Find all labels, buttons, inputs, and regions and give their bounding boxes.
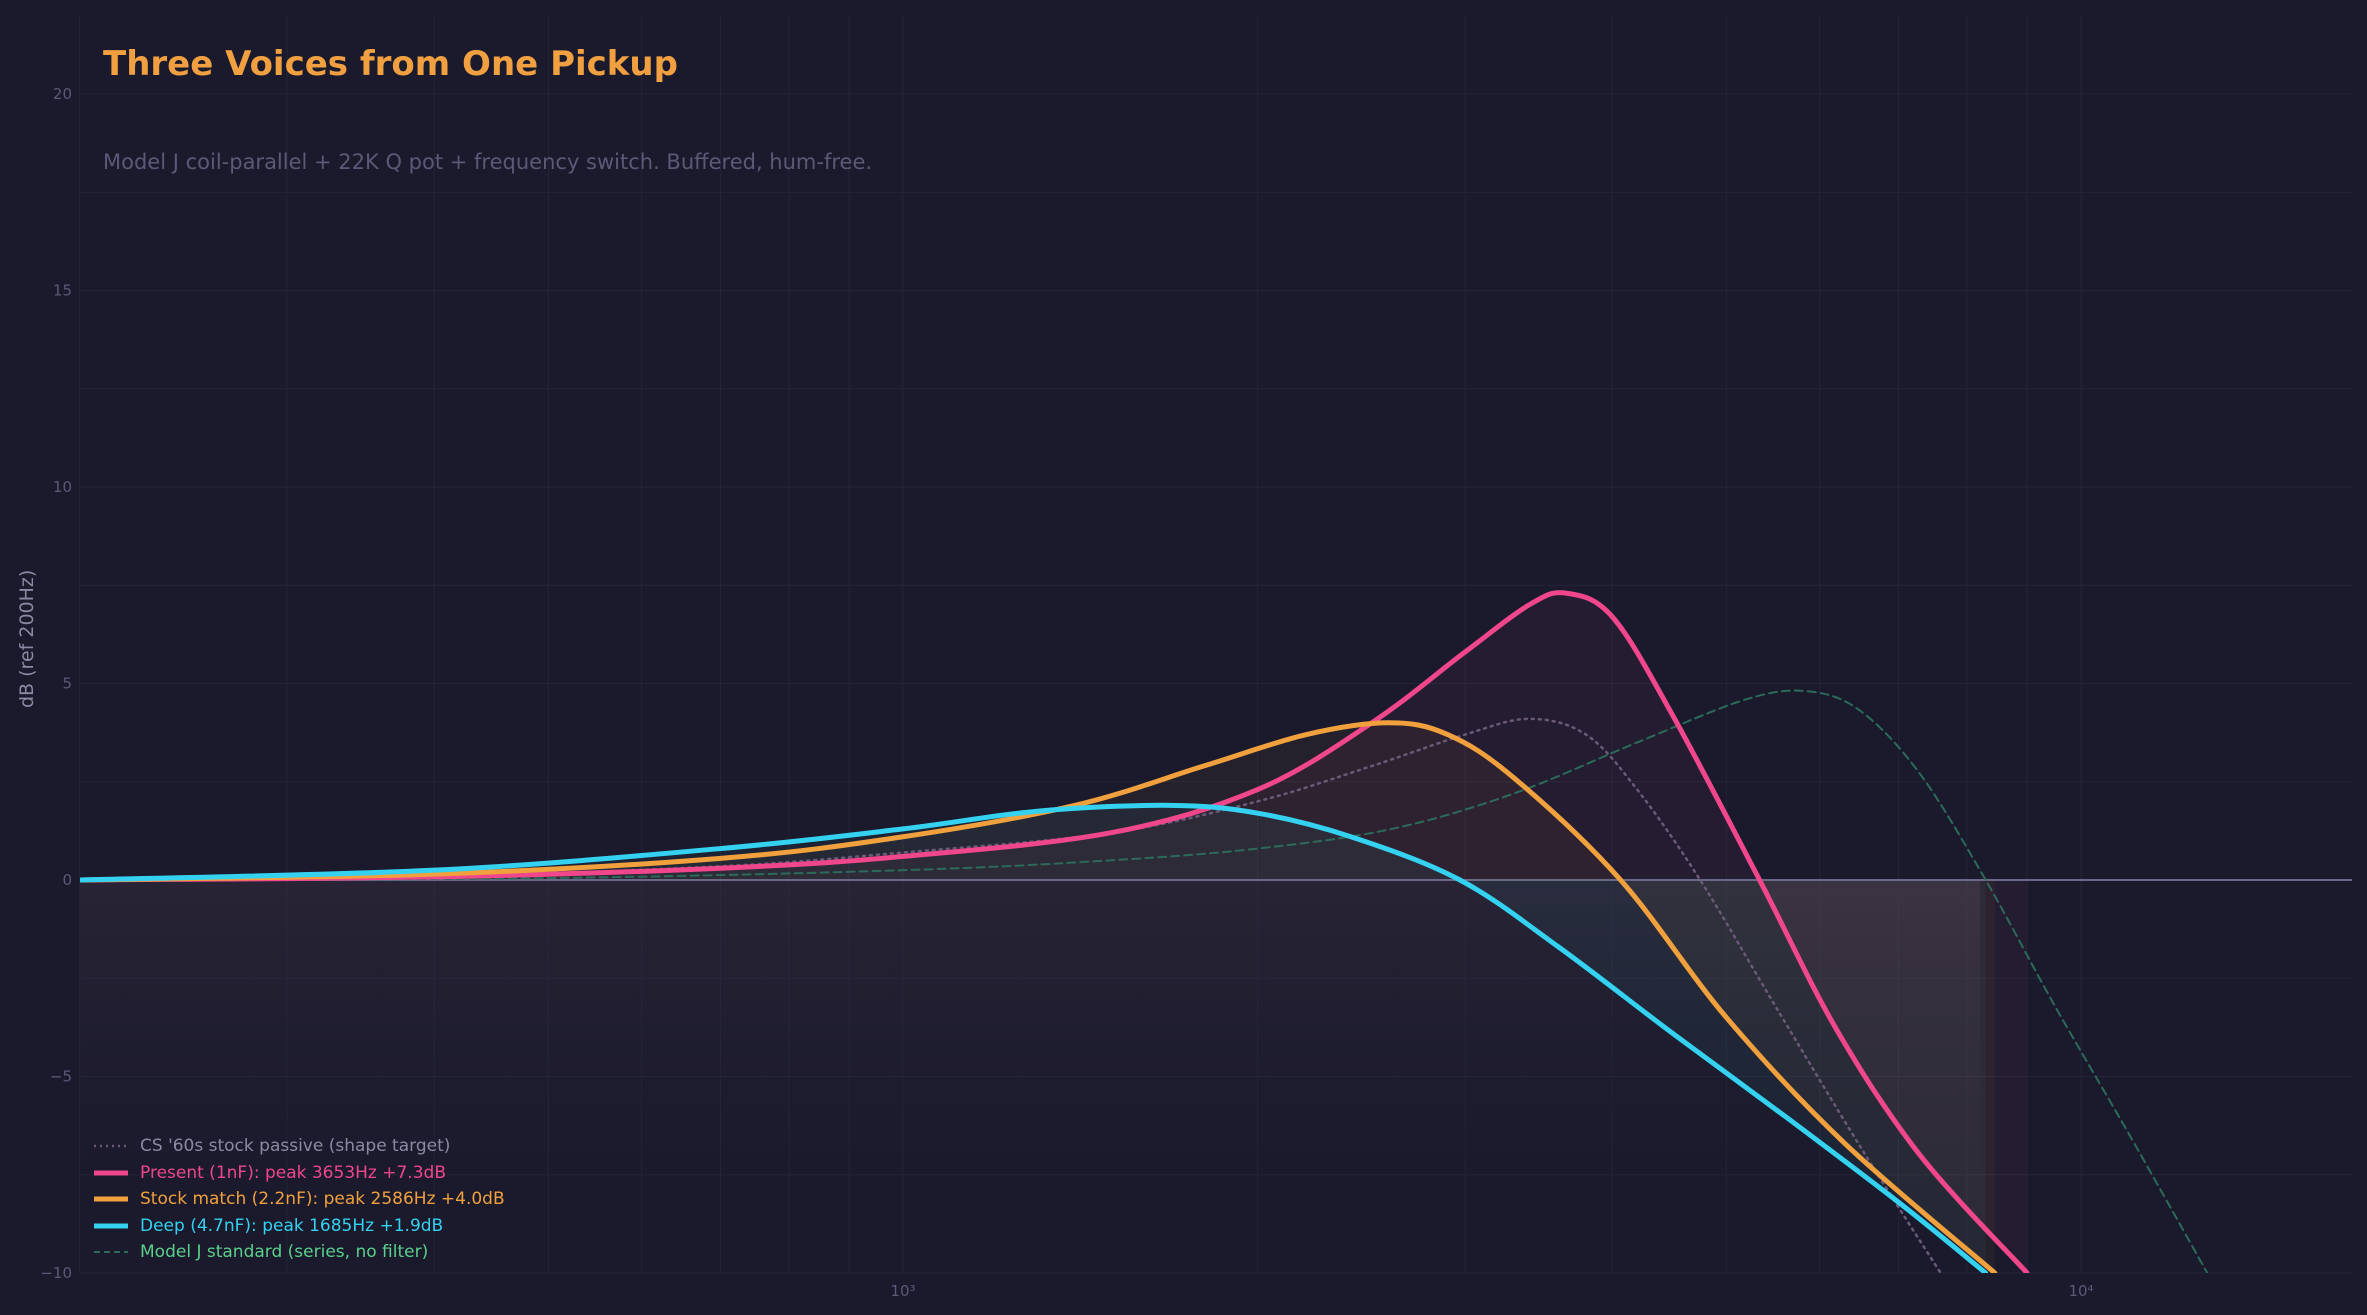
chart-subtitle: Model J coil-parallel + 22K Q pot + freq… xyxy=(103,150,873,174)
legend-item-present: Present (1nF): peak 3653Hz +7.3dB xyxy=(94,1160,505,1187)
solid-line-swatch-icon xyxy=(94,1196,128,1202)
y-axis-ticks: −10 −5 0 5 10 15 20 xyxy=(40,85,72,1282)
legend-label: Present (1nF): peak 3653Hz +7.3dB xyxy=(140,1162,446,1183)
legend: CS '60s stock passive (shape target) Pre… xyxy=(94,1133,505,1266)
x-axis-ticks: 10³ 10⁴ xyxy=(890,1282,2093,1300)
curve-3 xyxy=(80,802,1989,1273)
legend-label: Model J standard (series, no filter) xyxy=(140,1242,429,1263)
legend-label: Deep (4.7nF): peak 1685Hz +1.9dB xyxy=(140,1215,444,1236)
dotted-line-swatch-icon xyxy=(94,1145,128,1148)
curve-4 xyxy=(80,689,2209,1273)
curve-2 xyxy=(80,720,1998,1273)
svg-text:15: 15 xyxy=(53,282,72,300)
svg-text:10⁴: 10⁴ xyxy=(2068,1282,2093,1300)
curves xyxy=(80,590,2209,1273)
solid-line-swatch-icon xyxy=(94,1223,128,1229)
legend-item-stock-match: Stock match (2.2nF): peak 2586Hz +4.0dB xyxy=(94,1186,505,1213)
solid-line-swatch-icon xyxy=(94,1170,128,1176)
dashed-line-swatch-icon xyxy=(94,1251,128,1254)
svg-text:0: 0 xyxy=(62,871,72,889)
svg-text:−10: −10 xyxy=(40,1264,72,1282)
curve-0 xyxy=(80,717,1942,1273)
svg-text:10: 10 xyxy=(53,478,72,496)
legend-item-deep: Deep (4.7nF): peak 1685Hz +1.9dB xyxy=(94,1213,505,1240)
legend-item-cs-stock: CS '60s stock passive (shape target) xyxy=(94,1133,505,1160)
svg-text:−5: −5 xyxy=(50,1068,72,1086)
y-axis-label: dB (ref 200Hz) xyxy=(16,569,38,708)
svg-text:10³: 10³ xyxy=(890,1282,915,1300)
legend-item-model-j: Model J standard (series, no filter) xyxy=(94,1239,505,1266)
svg-text:5: 5 xyxy=(62,675,72,693)
svg-text:20: 20 xyxy=(53,85,72,103)
legend-label: CS '60s stock passive (shape target) xyxy=(140,1136,451,1157)
legend-label: Stock match (2.2nF): peak 2586Hz +4.0dB xyxy=(140,1189,505,1210)
curve-1 xyxy=(80,590,2030,1273)
curve-fills xyxy=(79,592,2028,1273)
chart-title: Three Voices from One Pickup xyxy=(103,44,678,84)
